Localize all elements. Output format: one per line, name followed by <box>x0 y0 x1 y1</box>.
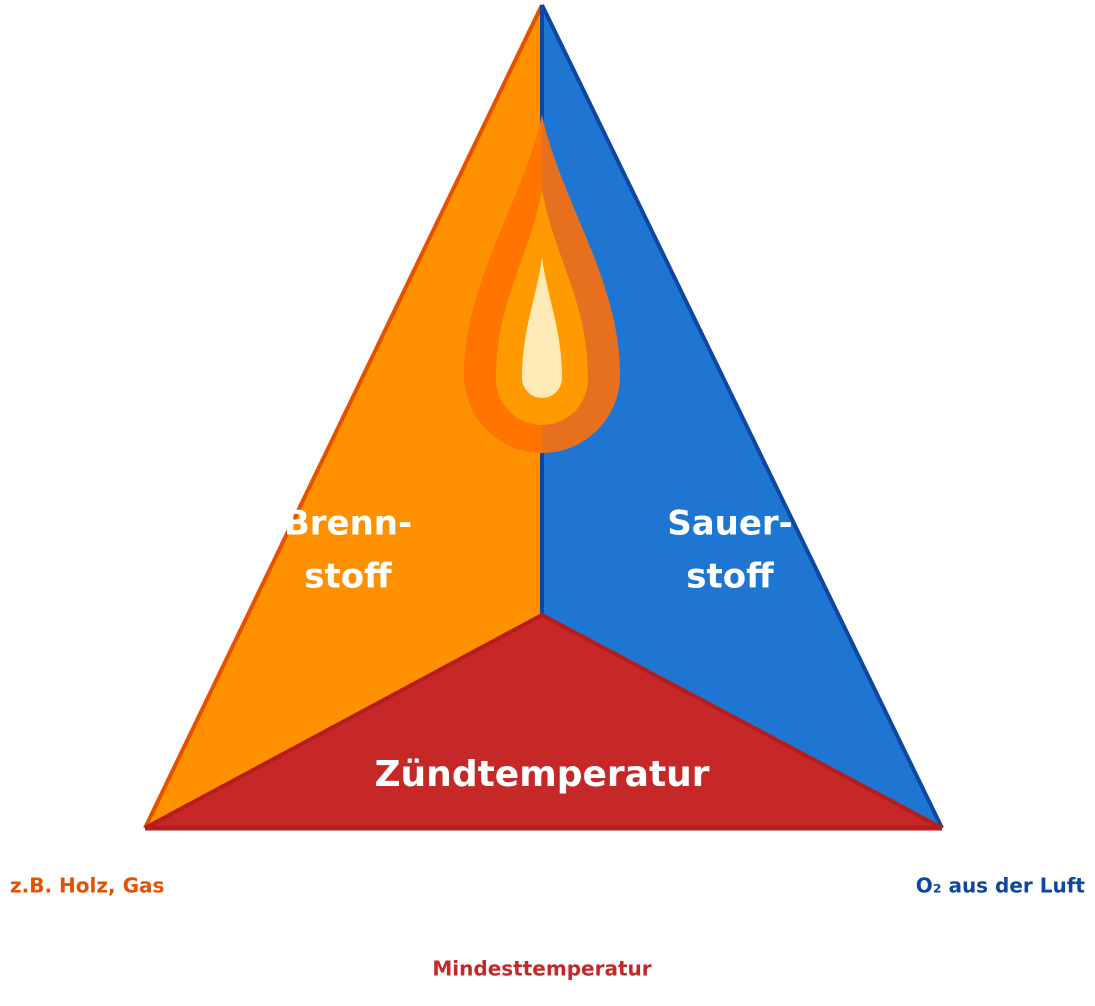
oxygen-label: stoff <box>686 557 774 597</box>
fire-triangle: Brenn- stoff Sauer- stoff Zündtemperatur… <box>0 0 1095 1006</box>
heat-note: Mindesttemperatur <box>432 957 651 981</box>
fuel-label: Brenn- <box>284 504 412 544</box>
page: Brenn- stoff Sauer- stoff Zündtemperatur… <box>0 0 1095 1006</box>
fuel-note: z.B. Holz, Gas <box>10 874 164 898</box>
heat-label: Zündtemperatur <box>374 754 709 795</box>
oxygen-label: Sauer- <box>667 504 793 544</box>
fuel-label: stoff <box>304 557 392 597</box>
oxygen-note: O₂ aus der Luft <box>916 874 1086 898</box>
